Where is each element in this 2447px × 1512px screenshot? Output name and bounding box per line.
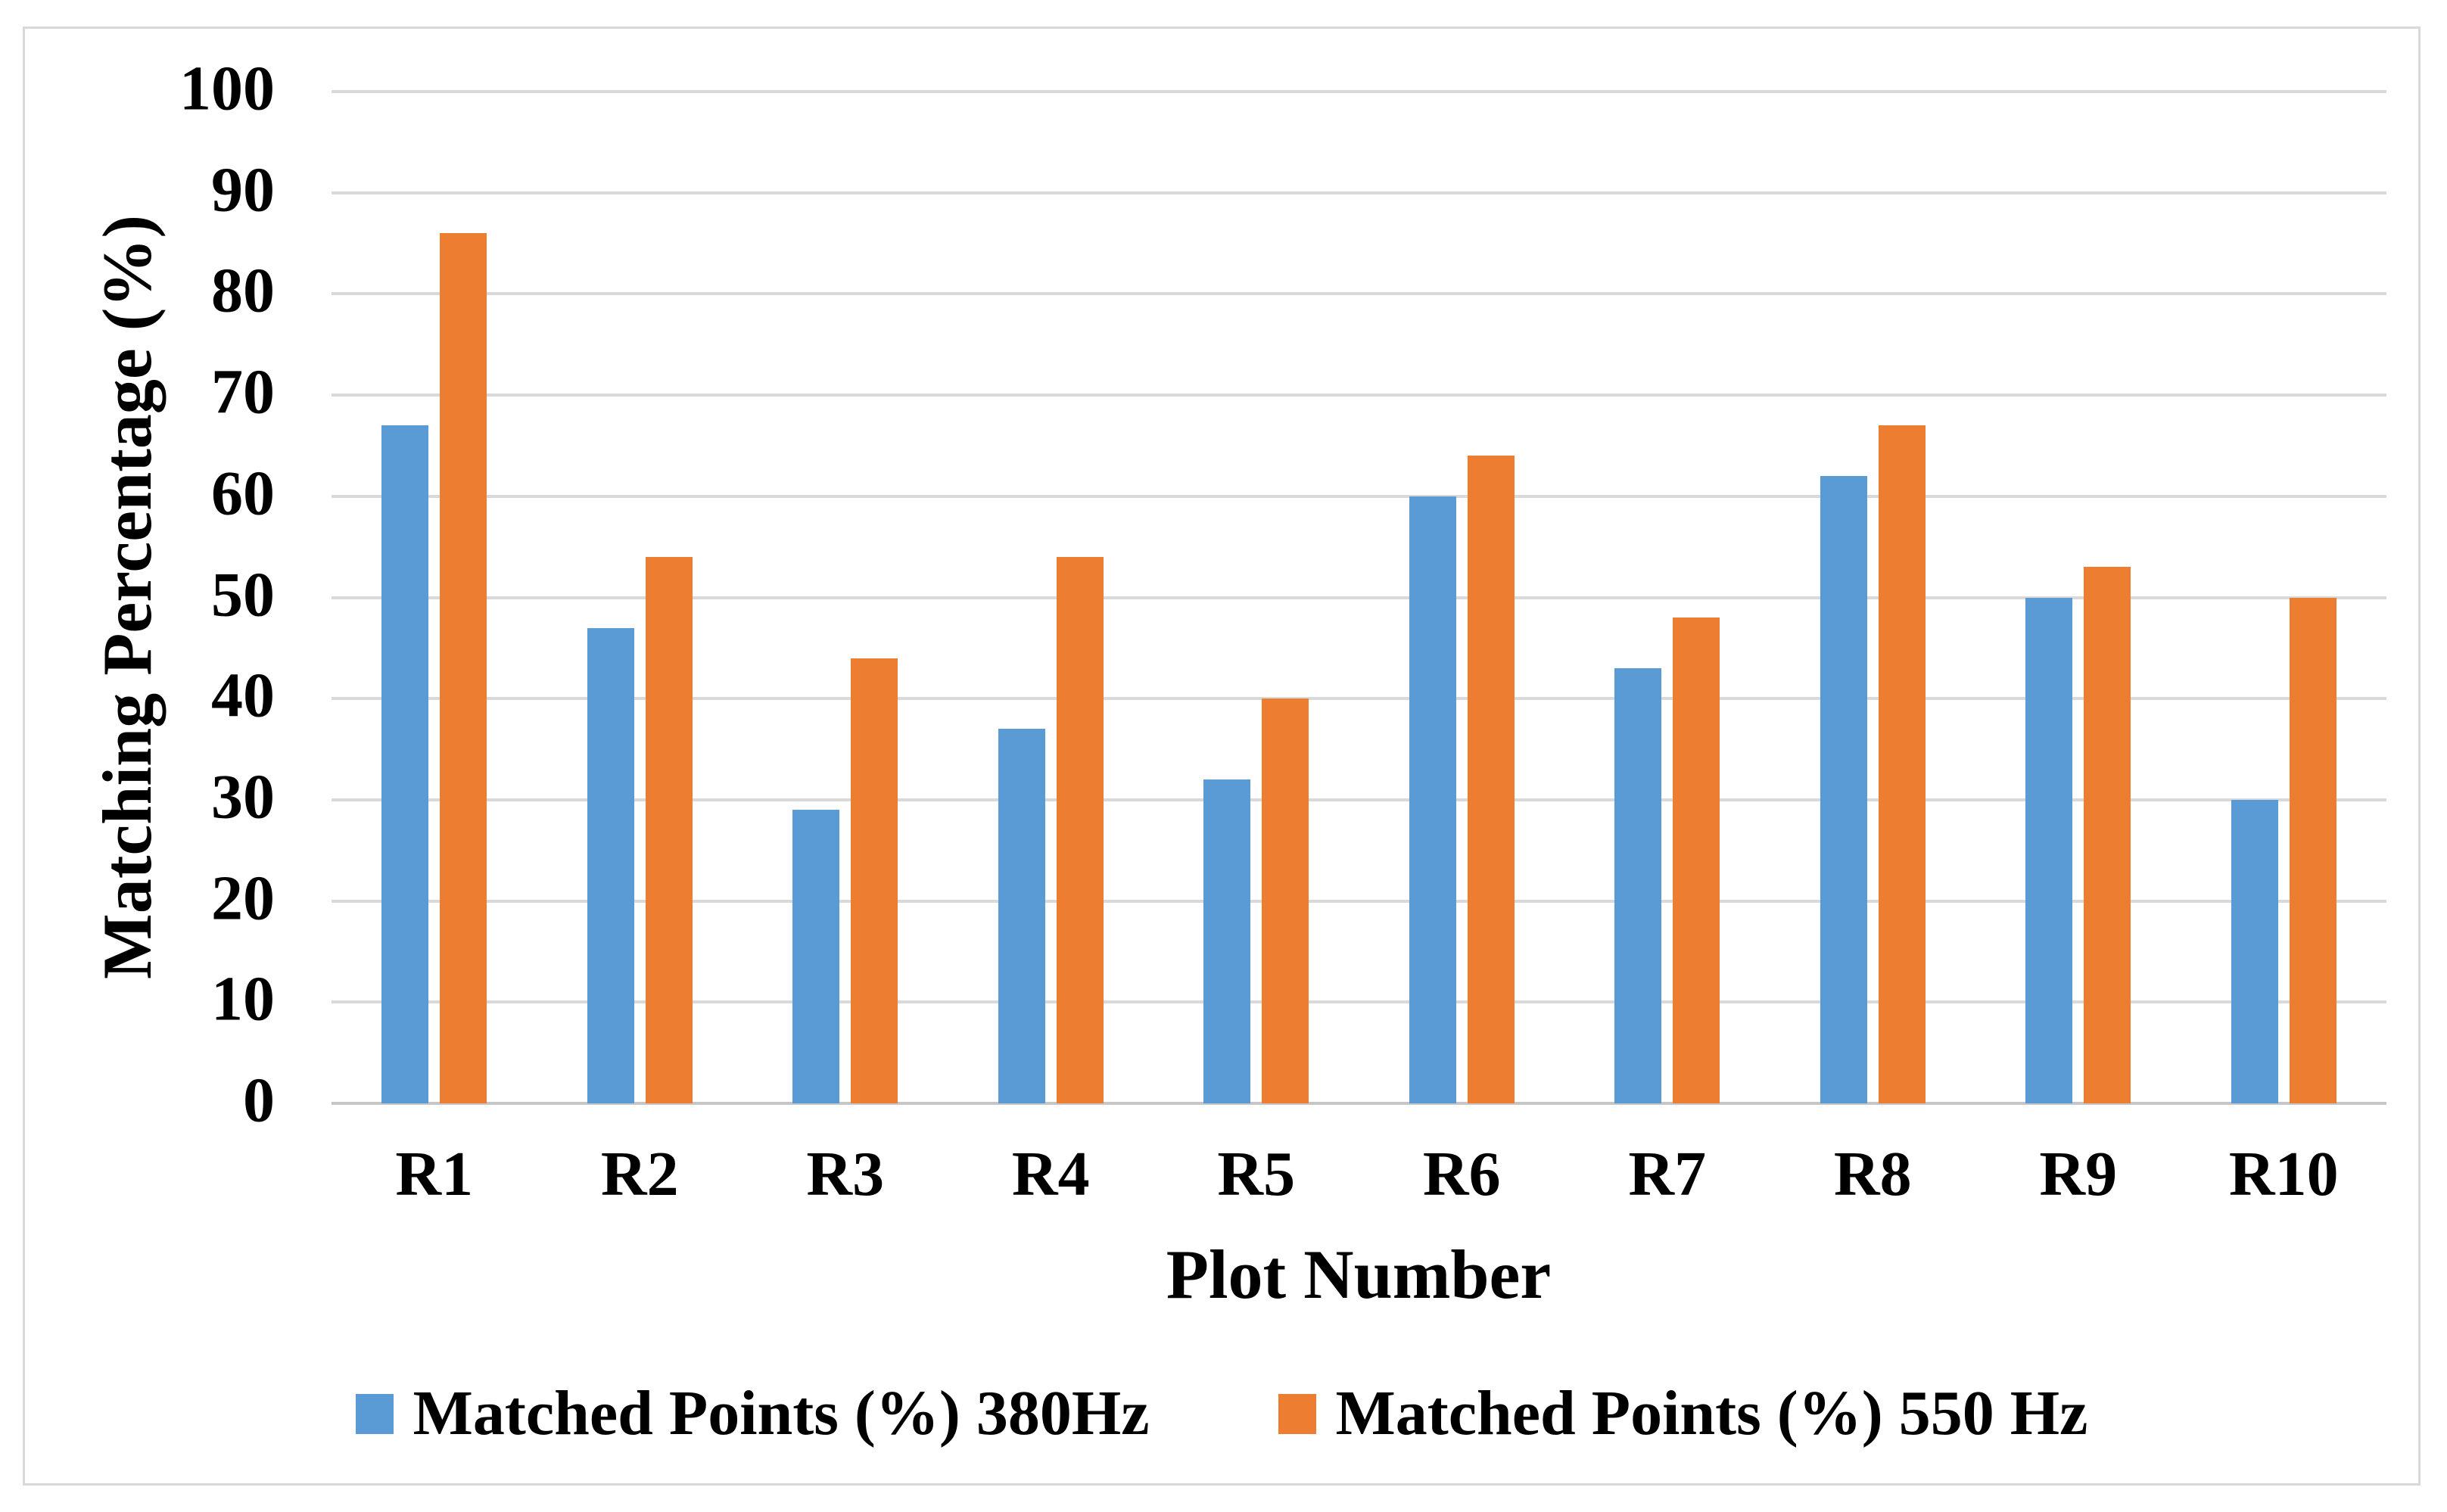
gridline-y30 <box>332 798 2386 801</box>
bar-r9-matched-points-380hz <box>2025 597 2073 1103</box>
bar-r6-matched-points-550-hz <box>1467 456 1515 1103</box>
bar-group-r8 <box>1770 92 1976 1103</box>
x-axis-line <box>332 1102 2386 1105</box>
y-axis-tick-labels: 0 10 20 30 40 50 60 70 80 90 100 <box>25 57 275 1132</box>
x-tick-label-r10: R10 <box>2228 1139 2339 1209</box>
legend-item-matched-points-380hz: Matched Points (%) 380Hz <box>355 1378 1150 1448</box>
bar-r7-matched-points-550-hz <box>1673 618 1720 1103</box>
gridline-y40 <box>332 697 2386 701</box>
bar-group-r5 <box>1153 92 1359 1103</box>
bar-r10-matched-points-550-hz <box>2289 597 2336 1103</box>
bar-r6-matched-points-380hz <box>1409 496 1456 1103</box>
bar-r10-matched-points-380hz <box>2231 799 2278 1103</box>
bar-r8-matched-points-550-hz <box>1878 425 1926 1103</box>
bar-group-r3 <box>743 92 948 1103</box>
gridline-y50 <box>332 596 2386 599</box>
legend-label: Matched Points (%) 550 Hz <box>1335 1378 2088 1448</box>
legend-item-matched-points-550-hz: Matched Points (%) 550 Hz <box>1278 1378 2088 1448</box>
x-axis-title: Plot Number <box>1166 1236 1552 1313</box>
bar-group-r7 <box>1564 92 1770 1103</box>
x-tick-label-r5: R5 <box>1217 1139 1296 1209</box>
chart-figure-frame: Matching Percentage (%) 0 10 20 30 40 50 60 70 8… <box>23 26 2421 1486</box>
bar-group-r9 <box>1975 92 2181 1103</box>
y-tick-label-60: 60 <box>211 458 275 529</box>
x-tick-label-r4: R4 <box>1011 1139 1090 1209</box>
gridline-y60 <box>332 494 2386 498</box>
x-tick-label-r3: R3 <box>806 1139 885 1209</box>
gridline-y10 <box>332 1000 2386 1004</box>
gridline-y100 <box>332 90 2386 93</box>
gridline-y20 <box>332 899 2386 903</box>
legend: Matched Points (%) 380Hz Matched Points (… <box>25 1372 2418 1455</box>
bar-r5-matched-points-550-hz <box>1262 698 1309 1103</box>
bar-series-container <box>332 92 2386 1103</box>
y-tick-label-40: 40 <box>211 660 275 731</box>
bar-r4-matched-points-380hz <box>998 729 1045 1103</box>
legend-swatch-icon <box>1278 1393 1316 1434</box>
bar-r8-matched-points-380hz <box>1820 476 1867 1103</box>
bar-r5-matched-points-380hz <box>1203 779 1251 1103</box>
y-tick-label-30: 30 <box>211 761 275 832</box>
y-tick-label-20: 20 <box>211 863 275 934</box>
bar-r3-matched-points-380hz <box>792 810 840 1103</box>
y-tick-label-80: 80 <box>211 256 275 327</box>
bar-r3-matched-points-550-hz <box>851 658 898 1103</box>
y-tick-label-10: 10 <box>211 963 275 1034</box>
y-tick-label-0: 0 <box>243 1065 275 1136</box>
bar-group-r10 <box>2181 92 2387 1103</box>
x-tick-label-r2: R2 <box>600 1139 679 1209</box>
x-tick-label-r7: R7 <box>1628 1139 1707 1209</box>
x-axis-tick-labels: R1 R2 R3 R4 R5 R6 R7 R8 R9 R10 <box>332 1143 2386 1206</box>
y-tick-label-90: 90 <box>211 154 275 226</box>
gridline-y70 <box>332 394 2386 397</box>
bar-r9-matched-points-550-hz <box>2084 567 2131 1103</box>
gridline-y80 <box>332 292 2386 296</box>
bar-r1-matched-points-380hz <box>381 425 429 1103</box>
bar-group-r4 <box>948 92 1154 1103</box>
x-tick-label-r8: R8 <box>1833 1139 1912 1209</box>
y-tick-label-100: 100 <box>179 53 275 124</box>
x-tick-label-r1: R1 <box>395 1139 474 1209</box>
bar-r7-matched-points-380hz <box>1614 668 1662 1103</box>
bar-group-r1 <box>332 92 537 1103</box>
legend-swatch-icon <box>355 1393 394 1434</box>
bar-group-r6 <box>1359 92 1565 1103</box>
bar-r4-matched-points-550-hz <box>1056 557 1104 1103</box>
bar-r2-matched-points-550-hz <box>645 557 693 1103</box>
y-tick-label-50: 50 <box>211 559 275 630</box>
x-tick-label-r6: R6 <box>1422 1139 1501 1209</box>
x-tick-label-r9: R9 <box>2039 1139 2118 1209</box>
bar-r2-matched-points-380hz <box>587 627 634 1103</box>
legend-label: Matched Points (%) 380Hz <box>413 1378 1150 1448</box>
bar-r1-matched-points-550-hz <box>440 233 487 1103</box>
gridline-y90 <box>332 191 2386 194</box>
plot-area <box>332 90 2386 1105</box>
y-tick-label-70: 70 <box>211 356 275 428</box>
bar-group-r2 <box>537 92 743 1103</box>
